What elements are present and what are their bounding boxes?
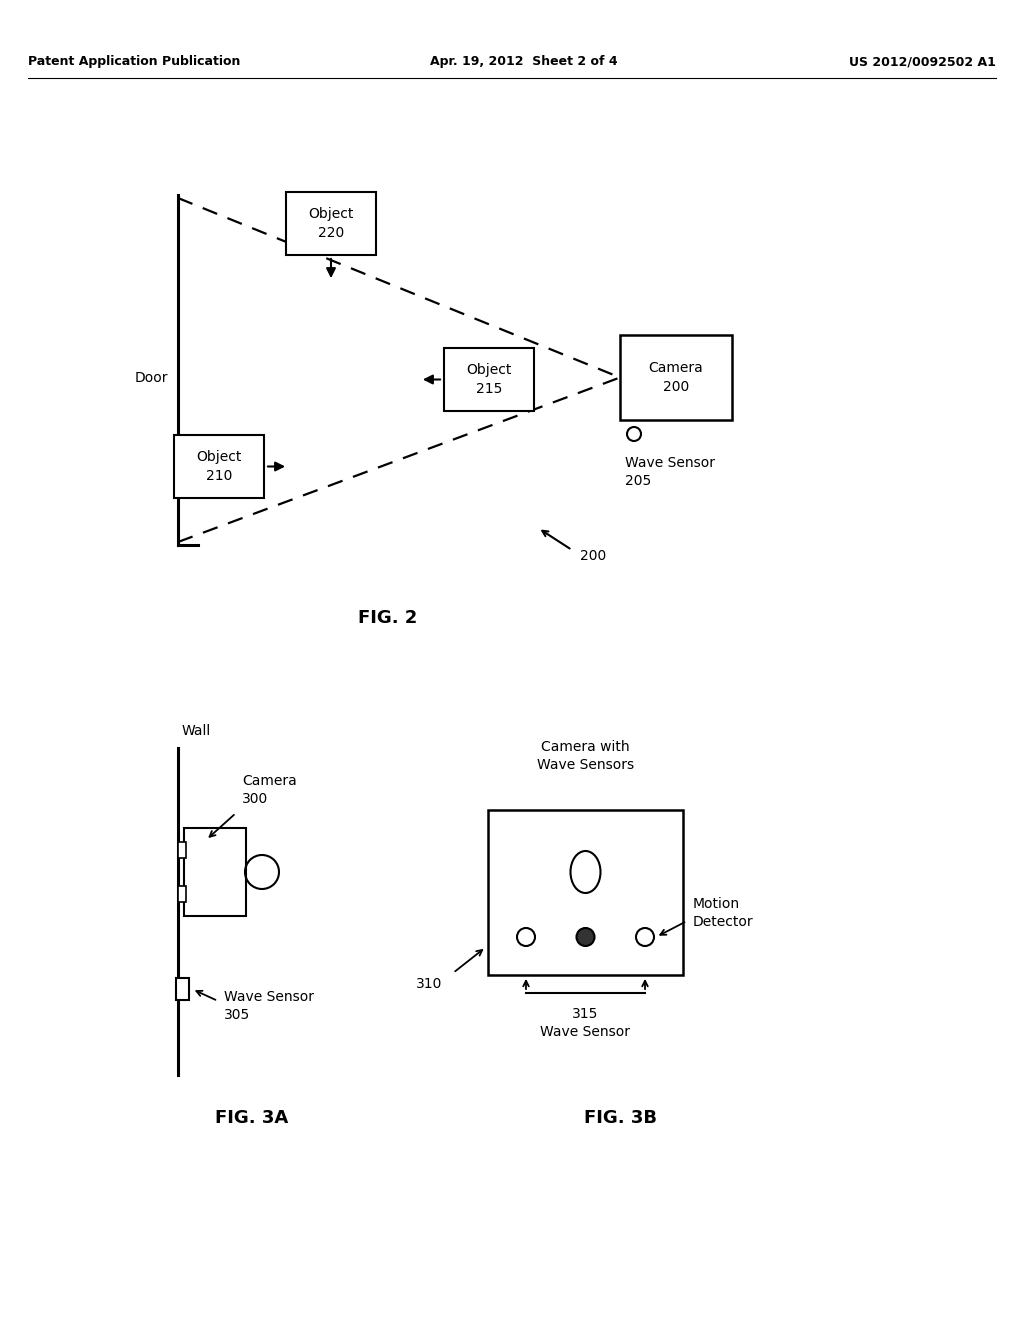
Text: Object
220: Object 220 (308, 207, 353, 240)
Text: FIG. 3A: FIG. 3A (215, 1109, 289, 1127)
Text: Camera
200: Camera 200 (648, 362, 703, 393)
Text: Camera
300: Camera 300 (242, 774, 297, 807)
Text: Apr. 19, 2012  Sheet 2 of 4: Apr. 19, 2012 Sheet 2 of 4 (430, 55, 617, 69)
Text: Camera with
Wave Sensors: Camera with Wave Sensors (537, 739, 634, 772)
Text: 315: 315 (572, 1007, 599, 1020)
Text: US 2012/0092502 A1: US 2012/0092502 A1 (849, 55, 996, 69)
Text: FIG. 2: FIG. 2 (358, 609, 418, 627)
Text: 200: 200 (580, 549, 606, 564)
Text: Wall: Wall (182, 723, 211, 738)
Text: Wave Sensor
205: Wave Sensor 205 (625, 455, 715, 488)
Bar (444, 348, 534, 411)
Bar (178, 842, 186, 858)
Text: Door: Door (134, 371, 168, 385)
Bar (184, 828, 246, 916)
Bar (620, 335, 732, 420)
Text: FIG. 3B: FIG. 3B (584, 1109, 656, 1127)
Text: Wave Sensor
305: Wave Sensor 305 (224, 990, 314, 1022)
Bar (178, 886, 186, 902)
Bar (174, 436, 264, 498)
Bar (286, 191, 376, 255)
Text: 310: 310 (416, 977, 442, 991)
Text: Wave Sensor: Wave Sensor (541, 1026, 631, 1039)
Bar (176, 978, 189, 1001)
Text: Motion
Detector: Motion Detector (693, 896, 754, 929)
Bar (488, 810, 683, 975)
Text: Object
215: Object 215 (466, 363, 512, 396)
Text: Object
210: Object 210 (197, 450, 242, 483)
Text: Patent Application Publication: Patent Application Publication (28, 55, 241, 69)
Circle shape (577, 928, 595, 946)
